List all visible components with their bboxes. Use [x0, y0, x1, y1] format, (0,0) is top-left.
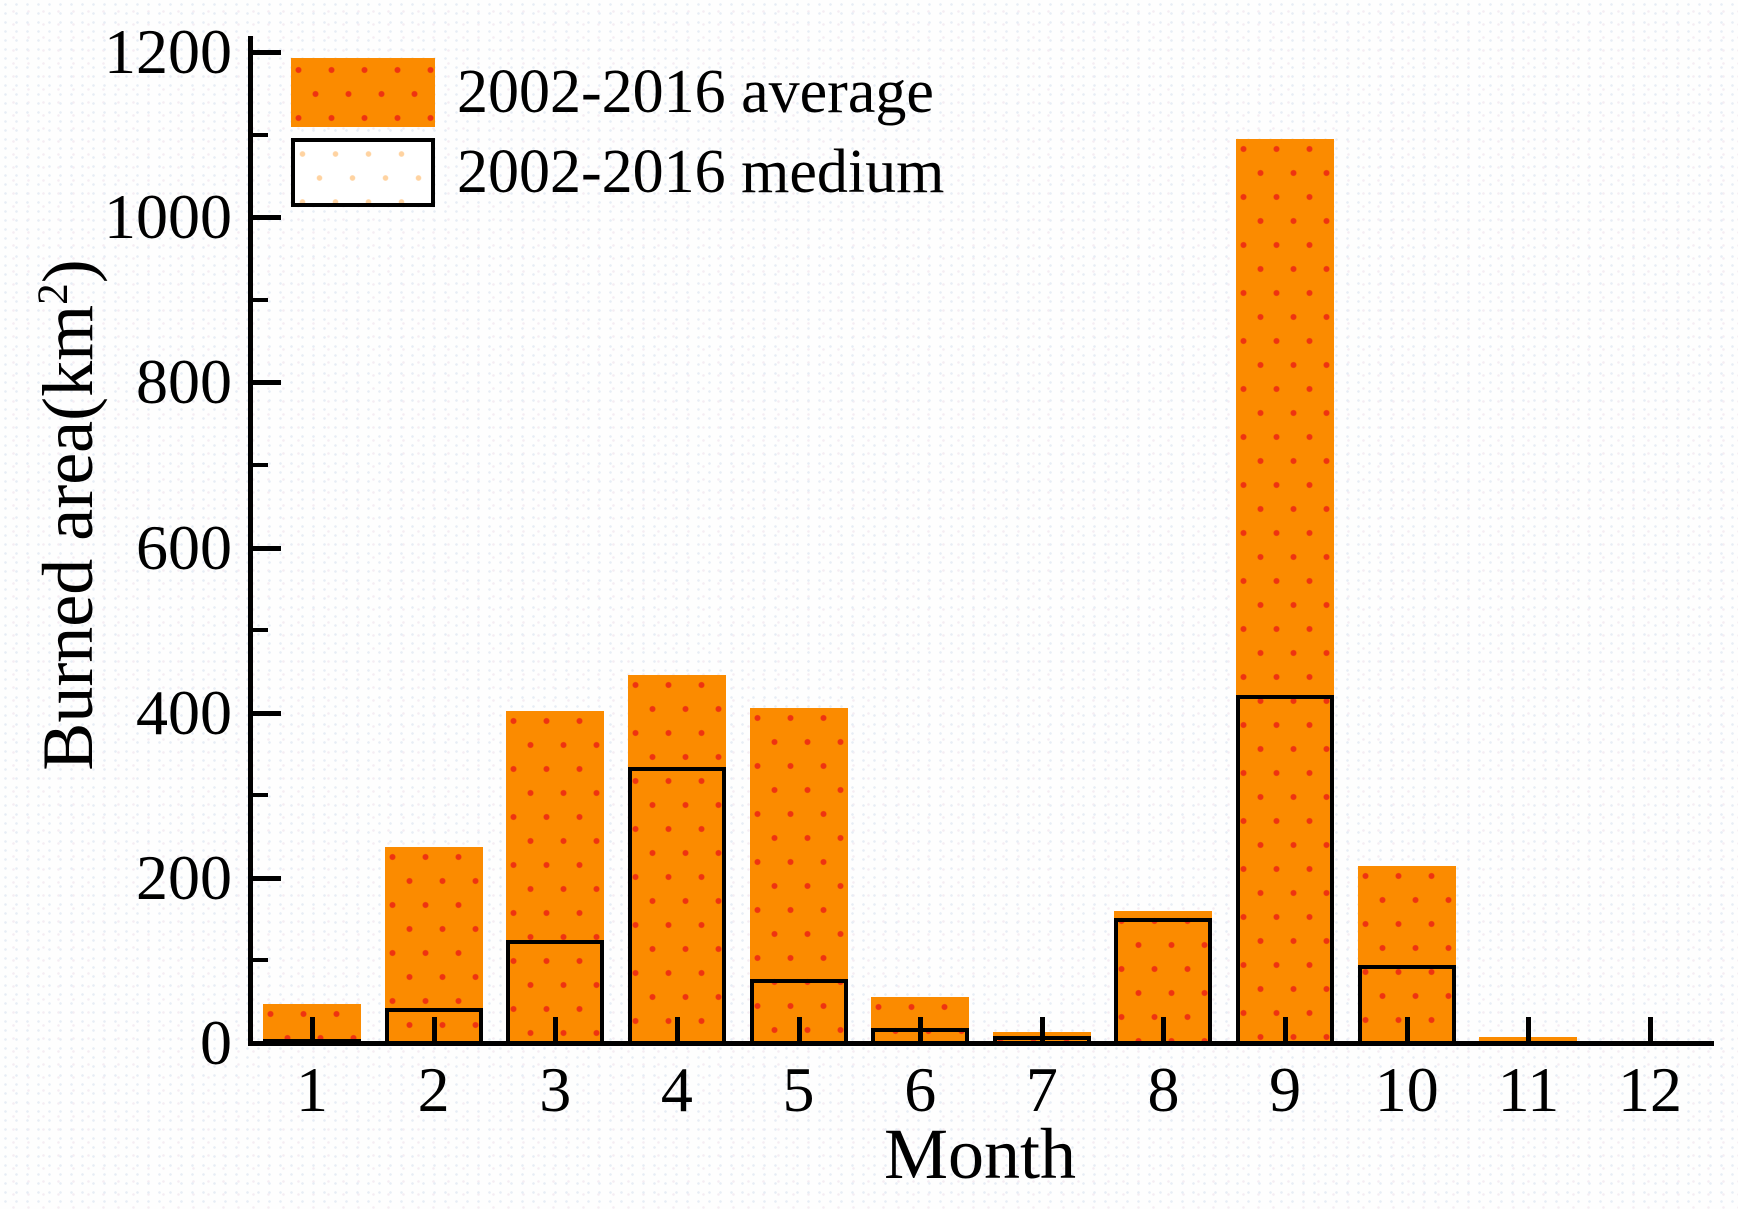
x-tick-label-5: 5 [782, 1054, 815, 1125]
x-tick-8 [1161, 1017, 1167, 1043]
x-tick-9 [1283, 1017, 1289, 1043]
y-minor-tick-500 [253, 628, 268, 633]
x-tick-label-8: 8 [1147, 1054, 1180, 1125]
x-tick-1 [310, 1017, 315, 1043]
y-tick-label-800: 800 [136, 346, 232, 418]
x-tick-label-6: 6 [904, 1054, 937, 1125]
x-axis-line [248, 1041, 1714, 1046]
y-major-tick-800 [253, 380, 281, 386]
y-axis-title-close-paren: ) [28, 259, 108, 284]
x-tick-label-9: 9 [1269, 1054, 1302, 1125]
x-tick-label-10: 10 [1374, 1054, 1439, 1125]
y-tick-label-200: 200 [136, 841, 232, 913]
x-tick-label-12: 12 [1618, 1054, 1683, 1125]
x-tick-label-4: 4 [660, 1054, 693, 1125]
y-major-tick-400 [253, 710, 281, 716]
bar-medium-month-8 [1114, 918, 1213, 1045]
legend-item-medium: 2002-2016 medium [291, 138, 944, 207]
y-minor-tick-300 [253, 793, 268, 798]
bar-medium-month-9 [1236, 695, 1335, 1045]
bar-medium-month-10 [1357, 965, 1456, 1045]
x-tick-label-7: 7 [1025, 1054, 1058, 1125]
bar-medium-month-5 [749, 978, 848, 1045]
legend-label-average: 2002-2016 average [457, 58, 934, 126]
x-tick-label-2: 2 [417, 1054, 450, 1125]
y-minor-tick-100 [253, 958, 268, 963]
x-tick-label-11: 11 [1497, 1054, 1560, 1125]
y-minor-tick-900 [253, 297, 268, 302]
y-tick-label-1000: 1000 [104, 181, 232, 253]
bar-medium-month-3 [506, 939, 605, 1045]
x-tick-10 [1404, 1017, 1410, 1043]
bar-average-month-3 [506, 711, 605, 1045]
x-tick-5 [796, 1017, 802, 1043]
bar-medium-month-4 [627, 767, 726, 1045]
legend-item-average: 2002-2016 average [291, 58, 944, 127]
y-tick-label-0: 0 [200, 1007, 232, 1078]
y-minor-tick-1100 [253, 132, 268, 137]
y-axis-title-superscript: 2 [30, 283, 77, 305]
bar-average-month-5 [749, 707, 848, 1045]
y-major-tick-0 [253, 1041, 281, 1046]
y-tick-label-600: 600 [136, 511, 232, 583]
y-major-tick-1000 [253, 215, 281, 221]
legend-swatch-average [291, 58, 435, 127]
x-tick-2 [431, 1017, 437, 1043]
x-tick-label-3: 3 [539, 1054, 572, 1125]
x-tick-7 [1039, 1017, 1045, 1043]
x-tick-3 [553, 1017, 559, 1043]
y-major-tick-200 [253, 875, 281, 881]
x-tick-12 [1648, 1017, 1654, 1043]
y-major-tick-600 [253, 545, 281, 551]
bar-medium-month-2 [384, 1008, 483, 1045]
legend-swatch-medium [291, 138, 435, 207]
x-tick-4 [674, 1017, 680, 1043]
bar-average-month-9 [1236, 138, 1335, 1045]
legend: 2002-2016 average 2002-2016 medium [291, 58, 944, 218]
bar-average-month-4 [627, 674, 726, 1045]
bar-average-month-10 [1357, 866, 1456, 1045]
x-tick-6 [918, 1017, 924, 1043]
y-tick-label-1200: 1200 [104, 16, 232, 87]
y-axis-line [248, 36, 253, 1046]
y-major-tick-1200 [253, 50, 281, 55]
y-tick-label-400: 400 [136, 676, 232, 748]
y-minor-tick-700 [253, 462, 268, 467]
x-tick-label-1: 1 [296, 1054, 328, 1125]
x-tick-11 [1526, 1017, 1532, 1043]
x-axis-title: Month [883, 1114, 1077, 1194]
legend-label-medium: 2002-2016 medium [457, 138, 945, 206]
